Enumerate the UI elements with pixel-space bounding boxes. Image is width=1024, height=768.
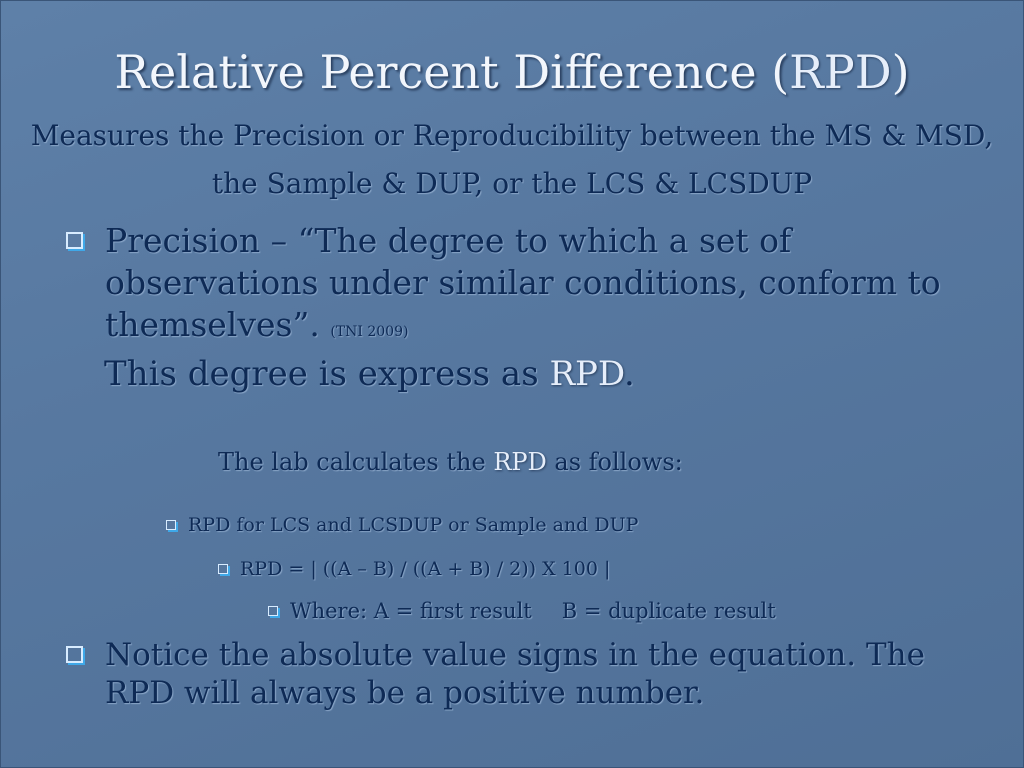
lab-text: The lab calculates the [218, 448, 494, 476]
precision-text: Precision – “The degree to which a set o… [105, 221, 941, 344]
expressed-line: This degree is express as RPD. [104, 354, 635, 394]
title-text: Relative Percent Difference ( [114, 45, 790, 99]
square-bullet-icon [66, 232, 83, 249]
expressed-text: This degree is express as [104, 354, 550, 394]
lab-abbr: RPD [493, 448, 547, 476]
notice-text: Notice the absolute value signs in the e… [105, 637, 925, 711]
expressed-abbr: RPD [549, 354, 624, 394]
where-a: Where: A = first result [290, 599, 532, 623]
citation: (TNI 2009) [330, 324, 409, 340]
title-close: ) [891, 45, 910, 99]
lab-line: The lab calculates the RPD as follows: [218, 448, 683, 476]
bullet-notice: Notice the absolute value signs in the e… [66, 636, 966, 712]
bullet-precision: Precision – “The degree to which a set o… [66, 220, 986, 353]
square-bullet-icon [218, 564, 228, 574]
lab-end: as follows: [546, 448, 683, 476]
slide-subtitle: Measures the Precision or Reproducibilit… [30, 119, 994, 200]
sub-bullet-formula: RPD = | ((A – B) / ((A + B) / 2)) X 100 … [218, 556, 610, 582]
expressed-end: . [623, 354, 635, 394]
slide-title: Relative Percent Difference (RPD) [0, 44, 1024, 100]
sub-bullet-where: Where: A = first result B = duplicate re… [268, 598, 776, 624]
sub-bullet-1: RPD for LCS and LCSDUP or Sample and DUP [166, 512, 638, 538]
square-bullet-icon [66, 646, 83, 663]
formula-text: RPD = | ((A – B) / ((A + B) / 2)) X 100 … [240, 558, 611, 580]
square-bullet-icon [166, 520, 176, 530]
where-b: B = duplicate result [561, 599, 776, 623]
square-bullet-icon [268, 606, 278, 616]
title-abbr: RPD [789, 45, 892, 99]
sub-bullet-1-text: RPD for LCS and LCSDUP or Sample and DUP [188, 514, 639, 536]
